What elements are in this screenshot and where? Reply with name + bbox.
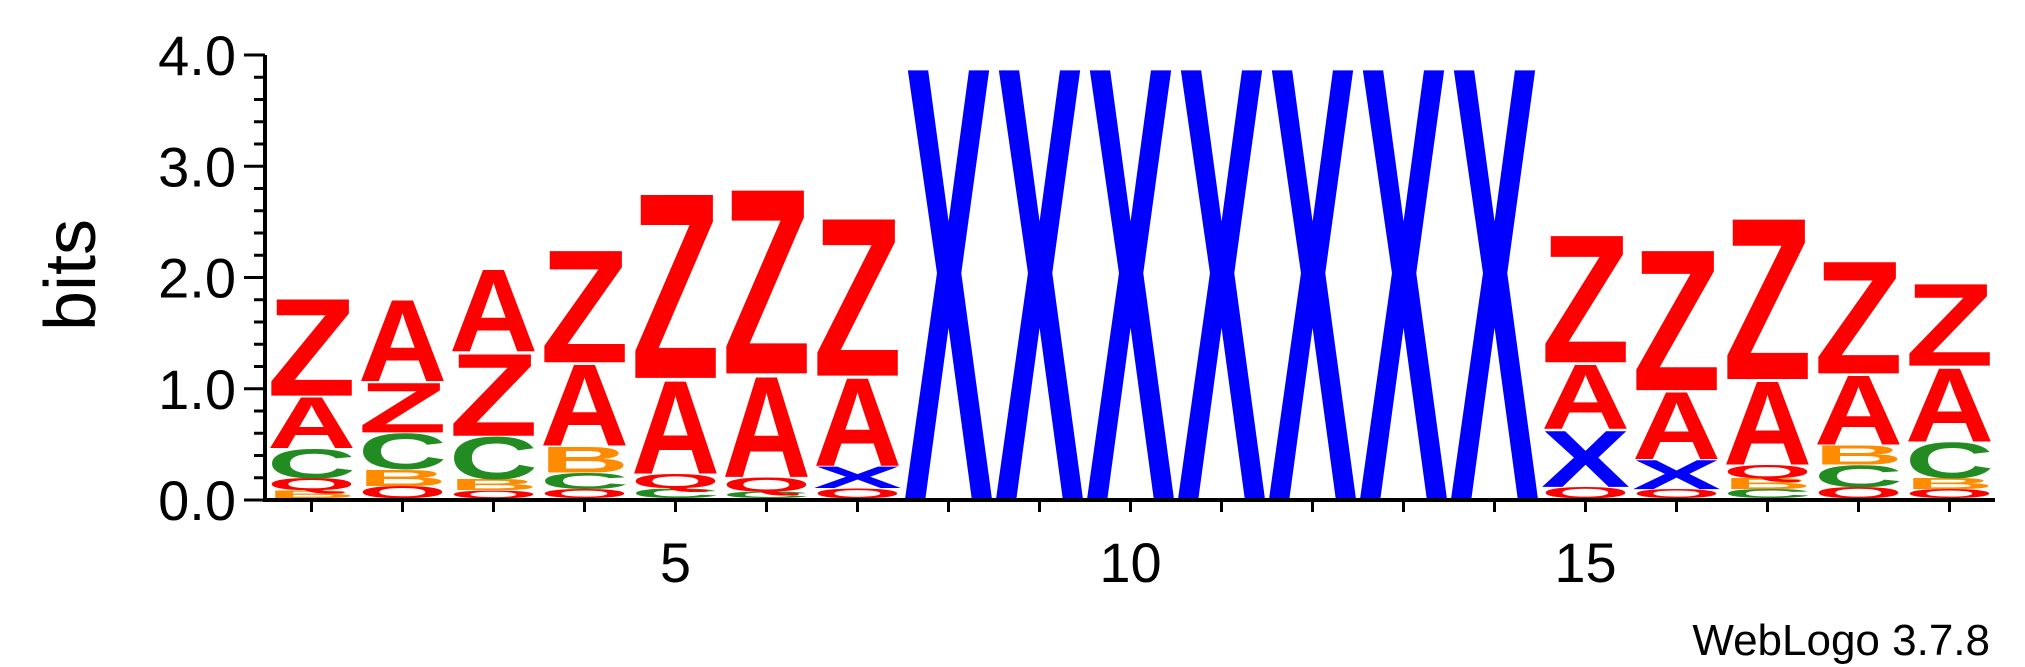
logo-glyph-c: C <box>1905 432 1994 489</box>
x-tick-label: 5 <box>660 531 691 594</box>
logo-glyph-b: B <box>358 465 447 491</box>
logo-glyph-c: C <box>540 468 629 494</box>
logo-glyph-q: Q <box>449 488 538 500</box>
logo-glyph-b: B <box>540 439 629 480</box>
logo-glyph-x: X <box>1632 451 1721 498</box>
logo-glyph-z: Z <box>813 171 902 424</box>
logo-glyph-z: Z <box>1541 197 1630 402</box>
logo-glyph-a: A <box>358 276 447 406</box>
logo-glyph-x: X <box>1177 0 1267 631</box>
y-axis-ticks: 0.0 1.0 2.0 3.0 4.0 <box>158 24 265 532</box>
logo-glyph-a: A <box>813 353 902 493</box>
logo-glyph-z: Z <box>267 270 356 426</box>
logo-glyph-c: C <box>1814 459 1903 494</box>
logo-glyph-q: Q <box>1814 484 1903 501</box>
x-tick-label: 15 <box>1554 531 1616 594</box>
logo-glyph-q: Q <box>1632 487 1721 501</box>
logo-glyph-q: Q <box>358 483 447 502</box>
logo-glyph-q: Q <box>813 485 902 501</box>
logo-glyph-z: Z <box>1905 260 1994 392</box>
logo-glyph-z: Z <box>722 134 811 430</box>
y-tick-label: 1.0 <box>158 358 236 421</box>
logo-glyph-x: X <box>995 0 1085 631</box>
logo-glyph-q: Q <box>1723 461 1812 482</box>
logo-glyph-a: A <box>1814 355 1903 466</box>
logo-glyph-c: C <box>267 440 356 487</box>
y-tick-label: 0.0 <box>158 469 236 532</box>
y-tick-label: 3.0 <box>158 135 236 198</box>
y-tick-label: 2.0 <box>158 247 236 310</box>
logo-glyph-a: A <box>267 382 356 463</box>
logo-glyph-z: Z <box>358 368 447 448</box>
logo-glyph-a: A <box>449 245 538 377</box>
logo-glyph-a: A <box>1723 356 1812 490</box>
logo-glyph-a: A <box>722 347 811 508</box>
logo-glyph-c: C <box>722 490 811 500</box>
logo-glyph-c: C <box>631 485 720 501</box>
logo-glyph-a: A <box>1541 345 1630 449</box>
logo-glyph-z: Z <box>1632 209 1721 434</box>
logo-glyph-b: B <box>1814 439 1903 470</box>
y-tick-label: 4.0 <box>158 24 236 87</box>
logo-glyph-z: Z <box>1723 169 1812 428</box>
logo-glyph-x: X <box>1359 0 1449 631</box>
logo-glyph-x: X <box>1086 0 1176 631</box>
logo-glyph-x: X <box>1268 0 1358 631</box>
logo-glyph-q: Q <box>540 487 629 501</box>
logo-glyph-z: Z <box>540 216 629 397</box>
logo-glyph-b: B <box>267 488 356 500</box>
logo-glyph-b: B <box>1723 475 1812 493</box>
logo-glyph-c: C <box>358 423 447 480</box>
x-tick-label: 10 <box>1099 531 1161 594</box>
logo-glyph-c: C <box>1723 487 1812 501</box>
logo-glyph-c: C <box>449 424 538 492</box>
logo-glyph-x: X <box>904 0 994 631</box>
logo-glyph-b: B <box>1905 475 1994 493</box>
logo-glyph-a: A <box>631 354 720 503</box>
logo-glyph-a: A <box>1632 373 1721 480</box>
logo-glyph-z: Z <box>1814 227 1903 408</box>
x-axis-ticks: 5 10 15 <box>310 500 1951 594</box>
logo-glyph-q: Q <box>1541 484 1630 501</box>
logo-glyph-b: B <box>449 476 538 494</box>
logo-glyph-x: X <box>813 460 902 495</box>
logo-glyph-z: Z <box>449 330 538 462</box>
logo-glyph-z: Z <box>631 139 720 435</box>
logo-glyph-q: Q <box>267 475 356 494</box>
logo-glyph-a: A <box>1905 346 1994 464</box>
credit-label: WebLogo 3.7.8 <box>1692 616 1990 665</box>
logo-glyph-q: Q <box>1905 487 1994 501</box>
logo-glyph-a: A <box>540 341 629 471</box>
logo-glyph-x: X <box>1541 414 1630 504</box>
logo-glyph-q: Q <box>722 473 811 495</box>
y-axis-label: bits <box>31 219 111 331</box>
logo-glyph-q: Q <box>631 470 720 492</box>
logo-glyph-x: X <box>1450 0 1540 631</box>
